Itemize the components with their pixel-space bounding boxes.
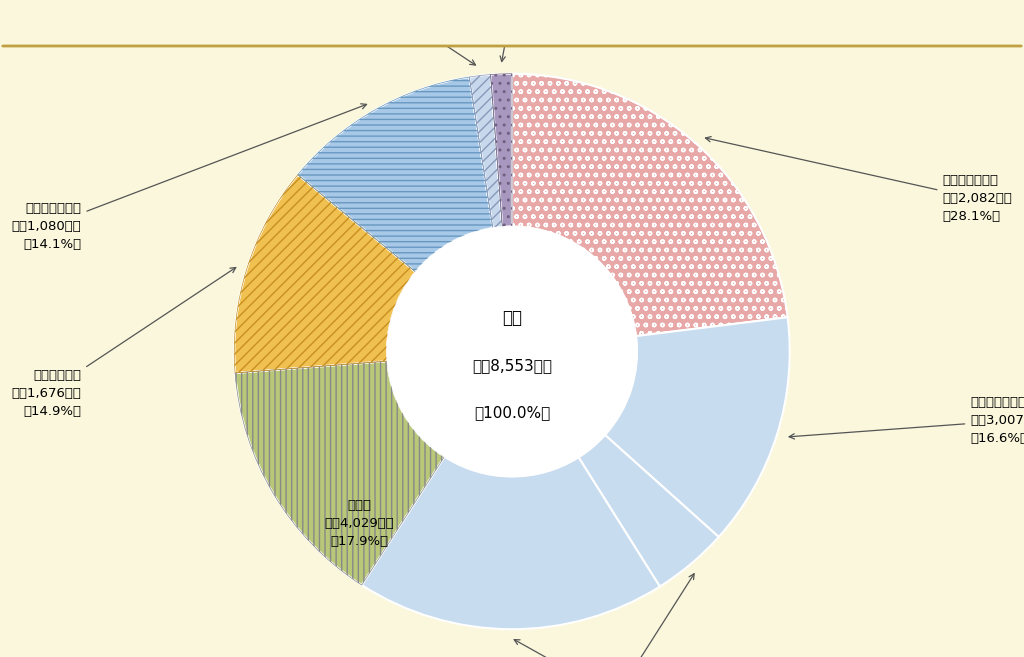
FancyBboxPatch shape: [5, 3, 113, 44]
Text: 介護保険事業の歳入決算の状況（保険事業勘定）: 介護保険事業の歳入決算の状況（保険事業勘定）: [133, 14, 370, 32]
Wedge shape: [236, 361, 444, 585]
Text: ７兆8,553億円: ７兆8,553億円: [472, 358, 552, 373]
Wedge shape: [361, 457, 659, 629]
Text: （100.0%）: （100.0%）: [474, 405, 550, 420]
Text: 歳入: 歳入: [502, 309, 522, 327]
Text: その他
1,273億円
（1.5%）: その他 1,273億円 （1.5%）: [499, 0, 553, 62]
Circle shape: [387, 227, 637, 476]
Text: 支払基金交付金
２兆2,082億円
（28.1%）: 支払基金交付金 ２兆2,082億円 （28.1%）: [706, 137, 1013, 223]
Wedge shape: [579, 435, 719, 587]
Text: 国庫支出金
１兆7,256億円
（22.0%）: 国庫支出金 １兆7,256億円 （22.0%）: [514, 640, 714, 657]
Wedge shape: [469, 75, 503, 228]
Text: 他会計繰入金
１兆1,676億円
（14.9%）: 他会計繰入金 １兆1,676億円 （14.9%）: [11, 267, 236, 418]
Wedge shape: [298, 77, 493, 272]
Text: 第94図: 第94図: [32, 13, 85, 33]
Text: 介護給付費負担金
１兆3,007億円
（16.6%）: 介護給付費負担金 １兆3,007億円 （16.6%）: [790, 396, 1024, 445]
Text: 調整交付金等
4,249億円
（5.4%）: 調整交付金等 4,249億円 （5.4%）: [555, 574, 694, 657]
Text: 基金繰入金
1,157億円
（1.5%）: 基金繰入金 1,157億円 （1.5%）: [291, 0, 475, 65]
Wedge shape: [605, 317, 790, 537]
Text: 保険料
１兆4,029億円
（17.9%）: 保険料 １兆4,029億円 （17.9%）: [325, 499, 394, 548]
Wedge shape: [490, 74, 512, 227]
Wedge shape: [512, 74, 787, 336]
Wedge shape: [234, 175, 416, 373]
Text: 都道府県支出金
１兆1,080億円
（14.1%）: 都道府県支出金 １兆1,080億円 （14.1%）: [11, 104, 367, 251]
